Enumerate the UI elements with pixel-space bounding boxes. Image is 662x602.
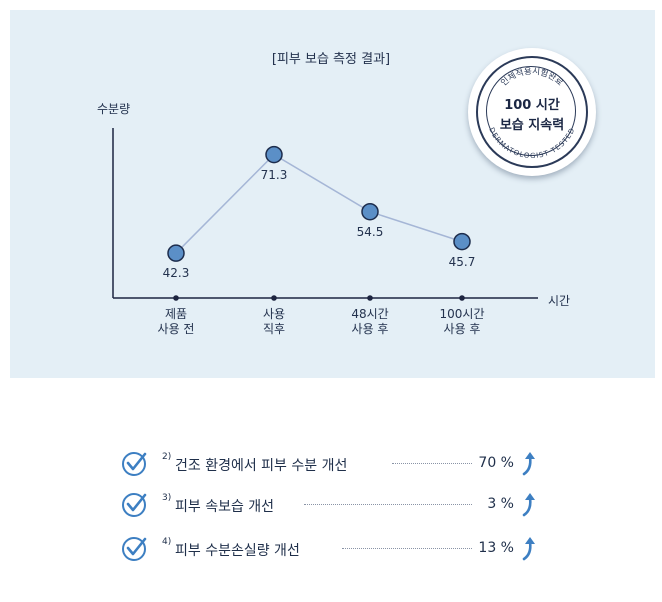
benefit-text: 피부 수분손실량 개선 xyxy=(175,543,300,559)
stamp-hours: 100 시간 xyxy=(504,98,560,113)
x-tick-mark xyxy=(271,295,277,301)
x-tick-label: 48시간 사용 후 xyxy=(330,307,410,337)
test-stamp-badge: 인체적용시험완료 DERMATOLOGIST TESTED 100 시간 보습 … xyxy=(468,48,596,176)
up-arrow-icon xyxy=(522,537,535,561)
dotted-leader xyxy=(392,463,472,464)
data-label: 54.5 xyxy=(356,224,384,239)
data-point xyxy=(265,145,283,164)
benefit-value: 70 % xyxy=(478,455,514,471)
up-arrow-icon xyxy=(522,452,535,476)
x-tick-label-line: 사용 후 xyxy=(351,322,389,336)
dotted-leader xyxy=(342,548,472,549)
check-circle-icon xyxy=(122,493,147,517)
data-point xyxy=(167,244,185,262)
data-point xyxy=(361,202,379,221)
stamp-arc-text: 인체적용시험완료 DERMATOLOGIST TESTED xyxy=(487,67,575,160)
svg-text:인체적용시험완료: 인체적용시험완료 xyxy=(499,67,565,89)
x-tick-label-line: 제품 xyxy=(164,307,188,321)
chart-title: [피부 보습 측정 결과] xyxy=(271,52,391,67)
up-arrow-icon xyxy=(522,493,535,517)
check-circle-icon xyxy=(122,537,147,561)
benefit-reference: 2) xyxy=(162,452,172,462)
stamp-caption: 보습 지속력 xyxy=(499,118,565,133)
data-label: 71.3 xyxy=(260,167,288,182)
data-point xyxy=(453,232,471,251)
data-label: 45.7 xyxy=(448,254,476,269)
x-tick-mark xyxy=(173,295,179,301)
benefit-text: 피부 속보습 개선 xyxy=(175,499,275,515)
x-tick-label-line: 48시간 xyxy=(351,307,389,321)
benefit-item: 2) 건조 환경에서 피부 수분 개선 70 % xyxy=(120,448,550,478)
benefit-text: 건조 환경에서 피부 수분 개선 xyxy=(175,458,348,474)
data-label: 42.3 xyxy=(162,266,190,281)
x-tick-label-line: 100시간 xyxy=(439,307,485,321)
x-tick-label-line: 사용 전 xyxy=(157,322,195,336)
x-tick-label: 100시간 사용 후 xyxy=(422,307,502,337)
x-tick-label: 사용 직후 xyxy=(234,307,314,337)
x-tick-label-line: 사용 xyxy=(262,307,286,321)
x-tick-mark xyxy=(367,295,373,301)
y-axis-label: 수분량 xyxy=(97,102,131,116)
stamp-arc-top: 인체적용시험완료 xyxy=(499,67,565,89)
stamp-outer-ring xyxy=(476,56,588,168)
benefit-value: 3 % xyxy=(487,496,514,512)
benefit-item: 3) 피부 속보습 개선 3 % xyxy=(120,489,550,519)
stamp-inner-ring xyxy=(486,66,576,156)
dotted-leader xyxy=(304,504,472,505)
series-line xyxy=(175,153,463,254)
benefit-value: 13 % xyxy=(478,540,514,556)
x-tick-label: 제품 사용 전 xyxy=(136,307,216,337)
x-tick-label-line: 사용 후 xyxy=(443,322,481,336)
benefit-item: 4) 피부 수분손실량 개선 13 % xyxy=(120,533,550,563)
x-tick-label-line: 직후 xyxy=(262,322,286,336)
x-axis-label: 시간 xyxy=(548,294,571,308)
benefit-reference: 4) xyxy=(162,537,172,547)
x-tick-mark xyxy=(459,295,465,301)
check-circle-icon xyxy=(122,452,147,476)
benefit-reference: 3) xyxy=(162,493,172,503)
